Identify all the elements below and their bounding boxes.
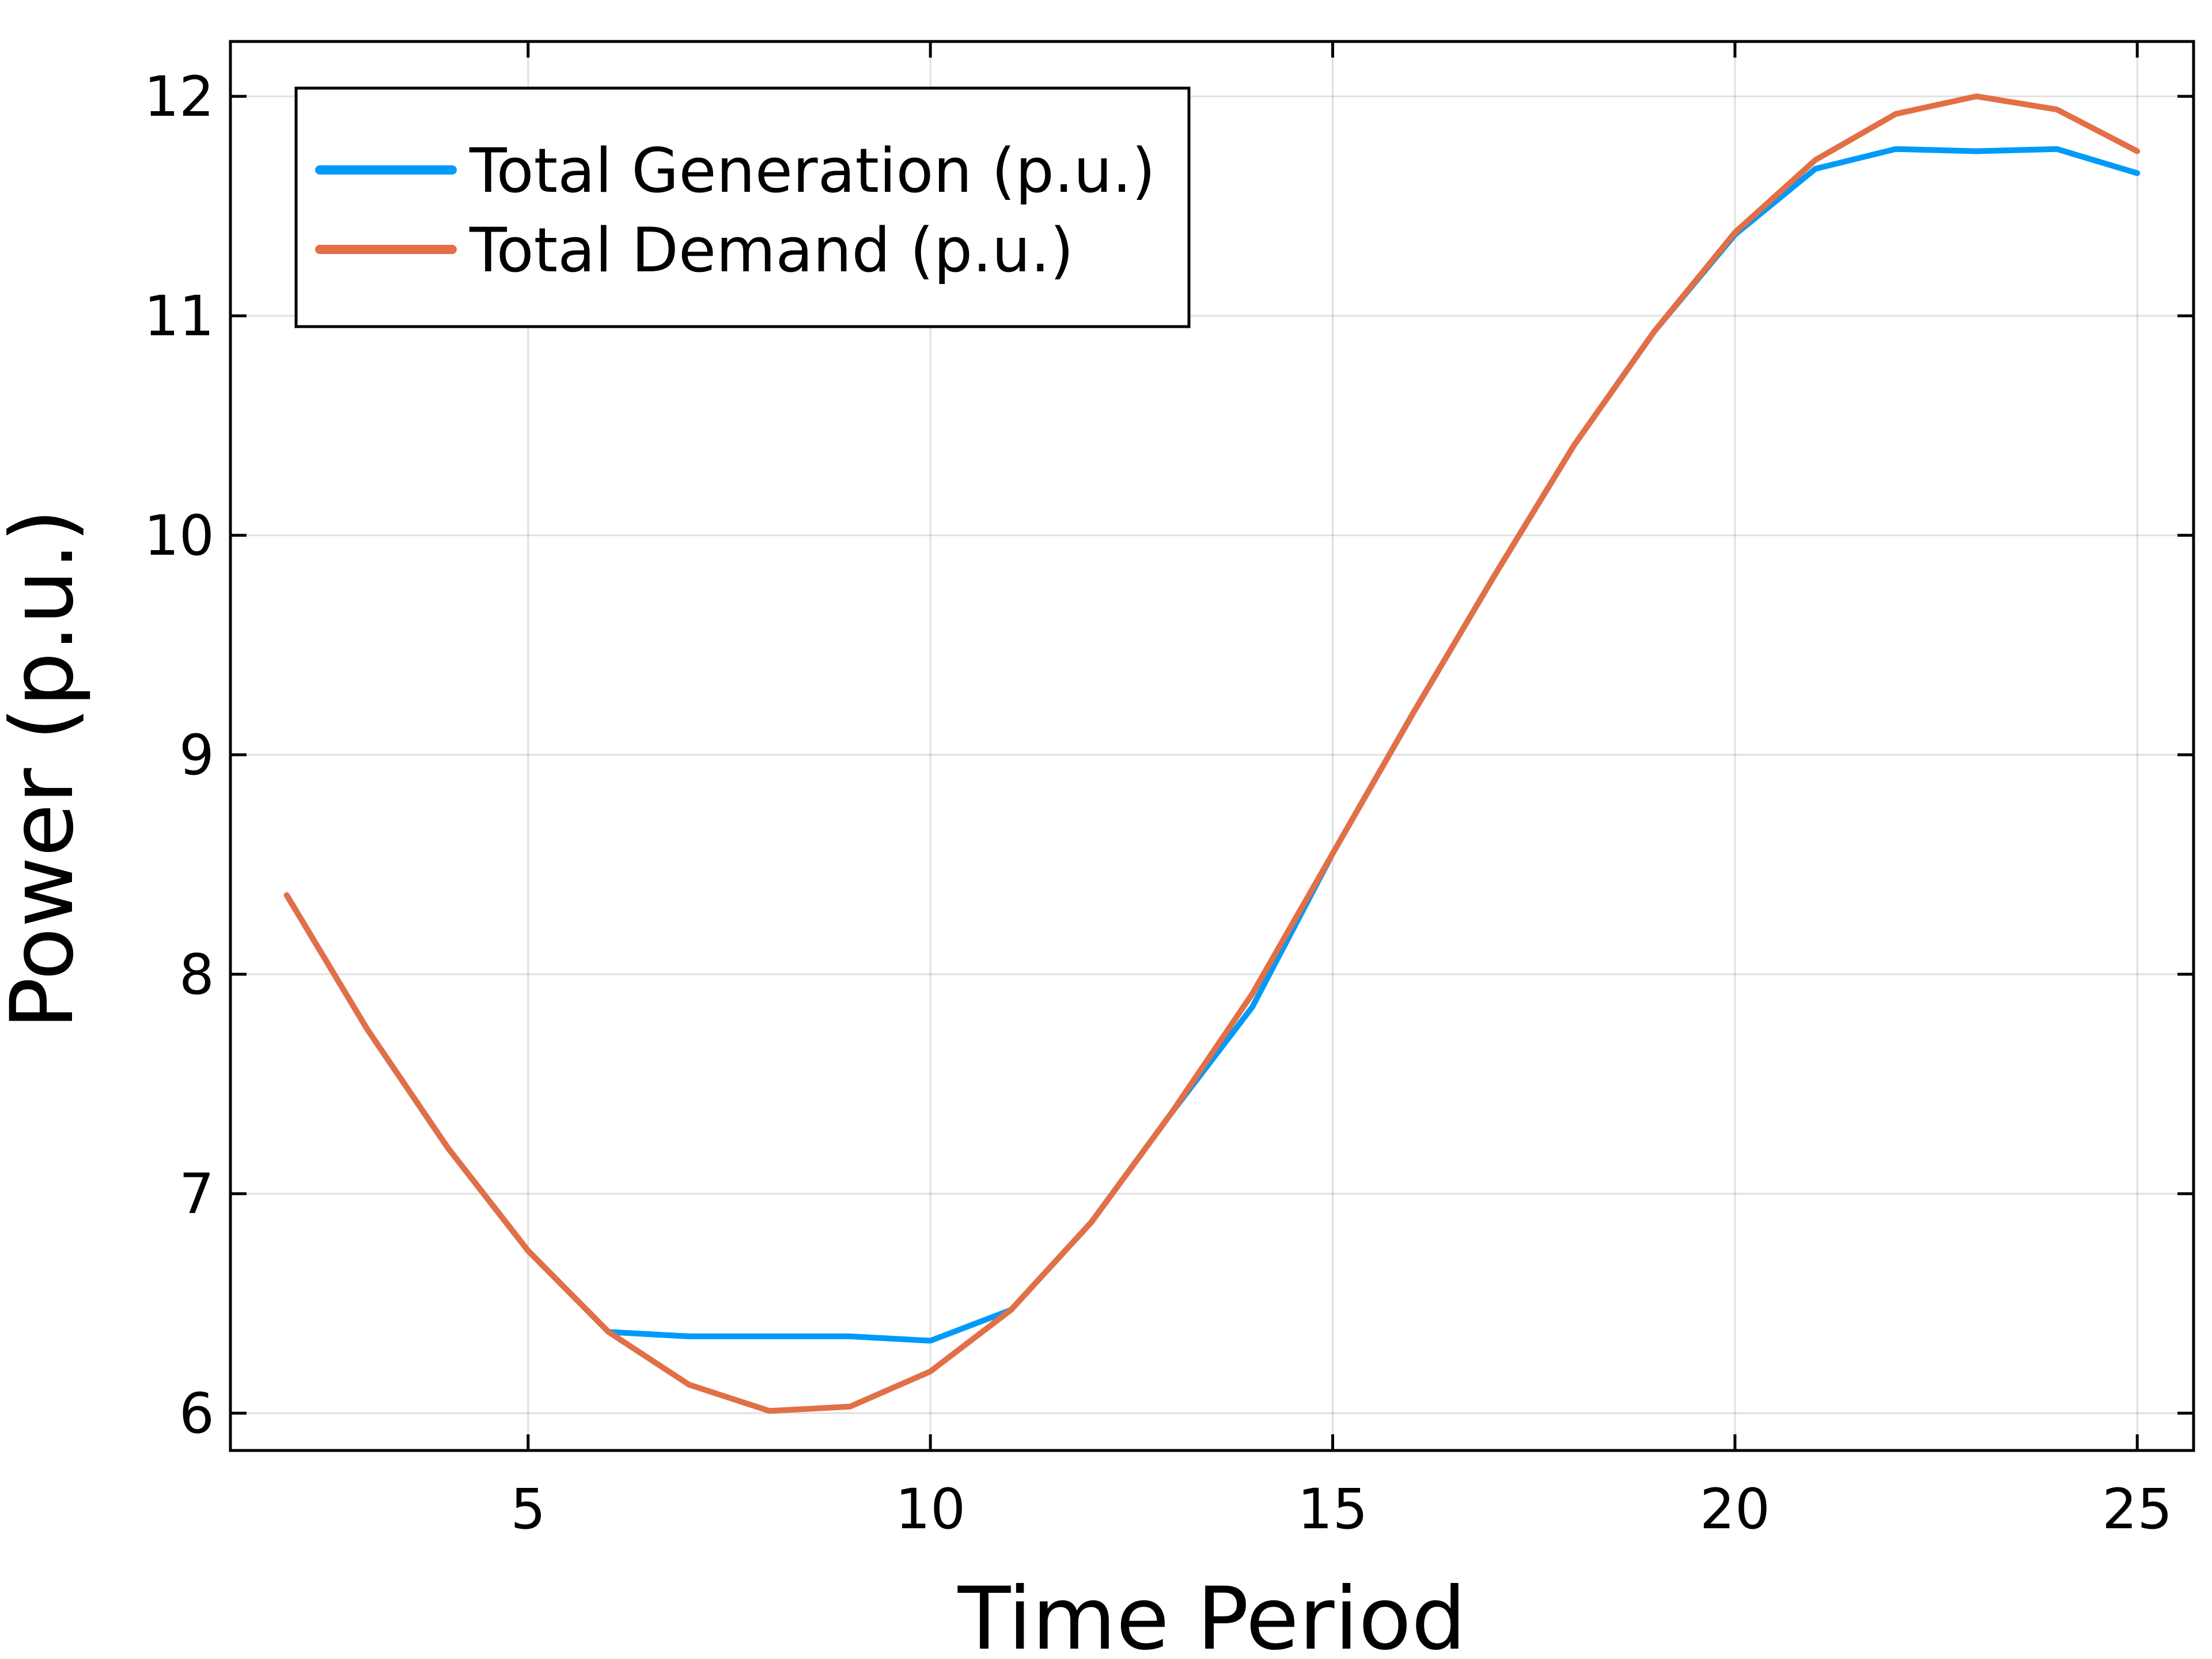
y-tick-label: 10 <box>144 503 214 568</box>
x-tick-label: 15 <box>1297 1477 1368 1541</box>
x-tick-label: 20 <box>1700 1477 1770 1541</box>
y-tick-label: 12 <box>144 65 214 129</box>
grid-lines <box>230 41 2194 1450</box>
x-tick-label: 10 <box>895 1477 965 1541</box>
legend: Total Generation (p.u.) Total Demand (p.u… <box>294 86 1191 328</box>
x-axis-title: Time Period <box>957 1569 1467 1659</box>
y-tick-label: 6 <box>179 1381 214 1446</box>
series-lines <box>283 93 2141 1414</box>
tick-labels: 5 10 15 20 25 6 7 8 9 10 11 12 <box>144 65 2172 1541</box>
x-tick-label: 25 <box>2102 1477 2172 1541</box>
y-tick-label: 7 <box>179 1162 214 1226</box>
series-line-total-demand <box>283 93 2141 1414</box>
y-tick-label: 11 <box>144 284 214 349</box>
legend-box <box>294 86 1191 328</box>
y-tick-label: 9 <box>179 723 214 787</box>
axis-ticks <box>230 41 2194 1450</box>
legend-label-total-generation: Total Generation (p.u.) <box>469 135 1156 206</box>
x-tick-label: 5 <box>510 1477 546 1541</box>
legend-label-total-demand: Total Demand (p.u.) <box>469 215 1074 286</box>
plot-frame <box>229 40 2195 1452</box>
y-tick-label: 8 <box>179 942 214 1007</box>
y-axis-title: Power (p.u.) <box>0 509 93 1029</box>
